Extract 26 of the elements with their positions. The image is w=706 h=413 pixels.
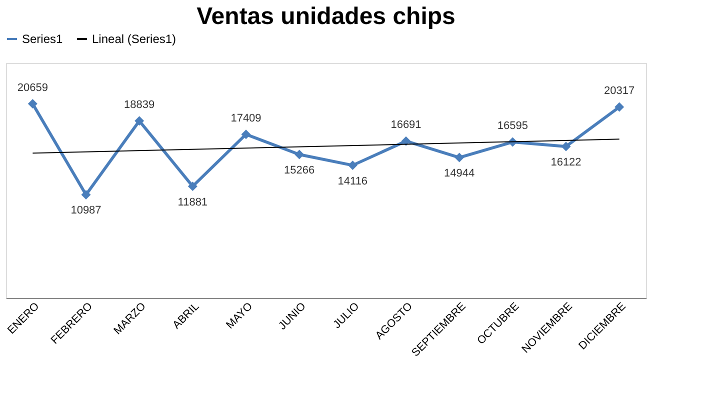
- point: [294, 150, 304, 160]
- point: [454, 152, 464, 162]
- data-label: 16122: [550, 156, 582, 168]
- point: [134, 116, 144, 126]
- point: [81, 190, 91, 200]
- data-label: 17409: [230, 112, 262, 124]
- data-label: 16595: [497, 120, 528, 132]
- data-label: 20317: [604, 85, 635, 98]
- point: [348, 160, 358, 170]
- point: [28, 99, 38, 109]
- legend-label: Lineal (Series1): [92, 32, 176, 46]
- data-label: 20659: [17, 82, 48, 94]
- point: [241, 130, 251, 140]
- chart-title: Ventas unidades chips: [196, 3, 456, 30]
- data-label: 10987: [70, 204, 102, 217]
- data-label: 14944: [444, 168, 475, 180]
- data-label: 11881: [178, 196, 208, 208]
- point: [561, 142, 571, 152]
- data-label: 15266: [284, 164, 315, 176]
- point: [188, 182, 198, 192]
- data-label: 16691: [390, 119, 422, 132]
- data-label: 18839: [124, 98, 155, 111]
- point: [614, 102, 624, 112]
- point: [401, 136, 411, 146]
- legend-label: Series1: [22, 32, 64, 46]
- data-label: 14116: [338, 175, 368, 188]
